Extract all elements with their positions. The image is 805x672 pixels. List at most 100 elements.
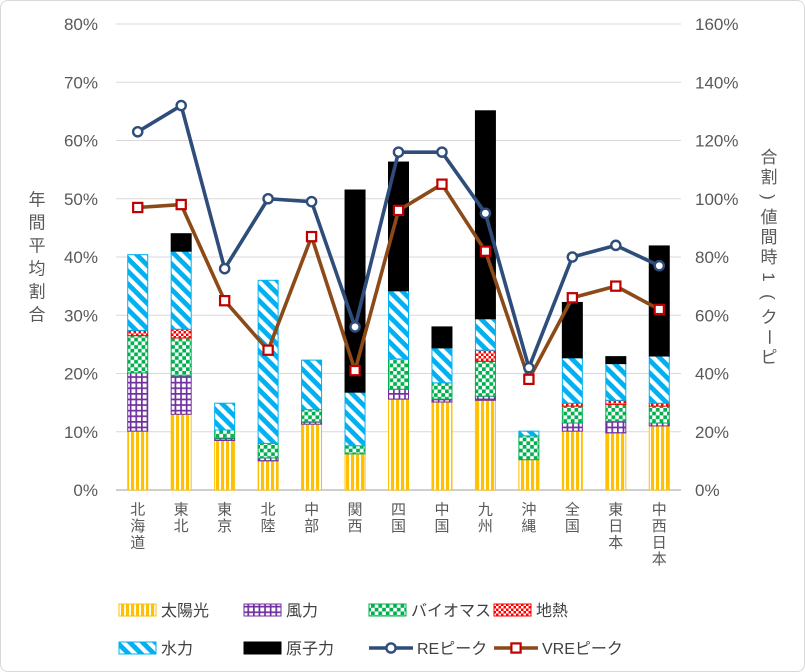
marker-re-peak: [566, 251, 579, 263]
right-axis-tick-label: 0%: [695, 481, 720, 500]
bar-segment-hydro: [648, 355, 670, 404]
category-label-char: 日: [652, 534, 667, 551]
category-label-char: 東: [217, 501, 232, 518]
category-label-char: 沖: [521, 501, 536, 518]
bar-segment-solar: [257, 460, 279, 491]
category-label-char: 西: [652, 518, 667, 535]
bar-segment-biomass: [170, 337, 192, 377]
bar-segment-biomass: [214, 429, 236, 439]
legend-label: 水力: [161, 640, 193, 658]
right-axis-title-char: 時: [761, 248, 778, 267]
category-label-char: 州: [478, 518, 493, 535]
legend-item-hydro: 水力: [118, 640, 193, 658]
legend-label: バイオマス: [411, 603, 491, 620]
left-axis-tick-label: 0%: [73, 481, 98, 500]
marker-re-peak: [175, 99, 187, 112]
legend-label: 地熱: [536, 602, 568, 620]
bar-segment-biomass: [605, 403, 627, 422]
left-axis-tick-label: 30%: [64, 306, 98, 325]
bar-segment-solar: [431, 401, 453, 491]
bar-segment-hydro: [301, 359, 323, 411]
bar-segment-solar: [301, 423, 323, 491]
marker-vre-peak: [566, 292, 579, 304]
bar-segment-biomass: [388, 358, 409, 390]
bar-segment-nuclear: [648, 245, 670, 357]
bar-segment-geothermal: [474, 349, 496, 362]
marker-re-peak: [131, 125, 144, 138]
legend-item-nuclear: 原子力: [243, 640, 334, 658]
bar-segment-hydro: [561, 357, 583, 404]
bar-segment-biomass: [257, 442, 279, 459]
left-axis-tick-label: 10%: [64, 423, 98, 442]
right-axis-title-char: 1: [759, 272, 778, 281]
category-label-char: 中: [304, 501, 319, 518]
left-axis-title-char: 年: [29, 191, 46, 210]
left-axis-title-char: 平: [29, 237, 46, 256]
category-label-char: 部: [304, 518, 319, 535]
bar-segment-hydro: [257, 279, 279, 444]
legend-swatch-solar: [118, 603, 157, 617]
category-label-char: 全: [565, 500, 580, 518]
bar-segment-biomass: [561, 405, 583, 424]
legend-swatch-hydro: [118, 641, 157, 655]
legend-label: VREピーク: [542, 640, 623, 658]
left-axis-tick-label: 40%: [64, 248, 98, 267]
right-axis-title-char: ピ: [761, 348, 778, 367]
marker-vre-peak: [653, 303, 665, 316]
left-axis-title-char: 均: [29, 260, 46, 279]
legend-label: 原子力: [286, 640, 334, 658]
marker-vre-peak: [523, 373, 535, 386]
marker-vre-peak: [479, 245, 492, 257]
legend-marker-vre-peak: [510, 642, 522, 654]
left-axis-title-char: 間: [29, 214, 46, 233]
bar-segment-solar: [127, 430, 149, 491]
category-label-char: 国: [434, 518, 449, 535]
category-label-char: 縄: [521, 518, 536, 535]
category-label-char: 北: [130, 501, 145, 518]
legend-item-vre-peak: VREピーク: [494, 640, 623, 658]
right-axis-title-char: ク: [761, 308, 778, 327]
marker-vre-peak: [349, 364, 361, 377]
marker-re-peak: [479, 207, 492, 220]
category-label-char: 本: [652, 551, 667, 568]
bar-segment-solar: [170, 413, 192, 491]
legend-swatch-biomass: [368, 603, 407, 617]
bar-segment-nuclear: [170, 233, 192, 252]
right-axis-tick-label: 100%: [695, 190, 738, 209]
legend-label: 風力: [286, 602, 318, 620]
right-axis-tick-label: 140%: [695, 73, 738, 92]
bar-segment-hydro: [388, 290, 409, 360]
right-axis-title-char: (: [759, 294, 778, 300]
bars: [127, 110, 670, 491]
category-label-char: 陸: [261, 518, 276, 535]
marker-vre-peak: [218, 294, 231, 307]
right-axis-title-char: 値: [761, 208, 778, 227]
marker-vre-peak: [262, 344, 274, 356]
bar-segment-geothermal: [127, 329, 149, 337]
bar-segment-nuclear: [605, 356, 627, 365]
category-label-char: 海: [130, 518, 145, 535]
legend-label: 太陽光: [161, 602, 209, 620]
bar-segment-biomass: [301, 409, 323, 423]
category-label-char: 道: [130, 534, 145, 551]
right-axis-title-char: 間: [761, 228, 778, 247]
legend-item-wind: 風力: [243, 602, 318, 620]
bar-segment-hydro: [518, 430, 540, 437]
bar-segment-solar: [214, 439, 236, 491]
category-label-char: 日: [608, 518, 623, 535]
legend-swatch-geothermal: [493, 603, 532, 617]
left-axis-tick-label: 50%: [64, 190, 98, 209]
legend-label: REピーク: [417, 640, 487, 658]
bar-segment-biomass: [127, 335, 149, 374]
category-label-char: 北: [261, 501, 276, 518]
bar-segment-biomass: [344, 445, 366, 455]
category-label-char: 中: [652, 501, 667, 518]
left-axis-tick-label: 70%: [64, 73, 98, 92]
marker-re-peak: [653, 259, 666, 272]
bar-segment-solar: [605, 432, 627, 491]
bar-segment-biomass: [474, 360, 496, 397]
bar-segment-wind: [474, 395, 496, 401]
marker-re-peak: [262, 192, 274, 205]
category-label-char: 四: [391, 501, 406, 518]
